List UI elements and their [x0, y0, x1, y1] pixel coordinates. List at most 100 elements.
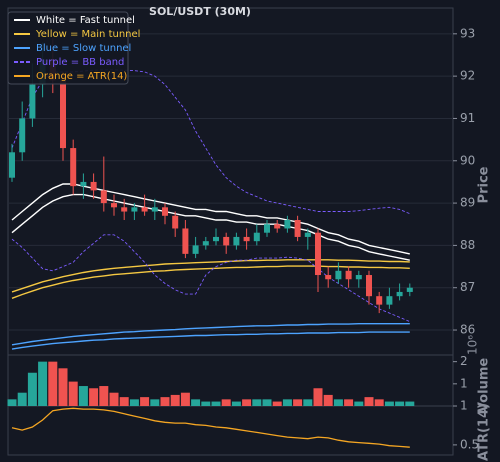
y-axis-label: Price: [477, 166, 492, 203]
candle-body: [406, 287, 413, 292]
candle-body: [151, 207, 158, 212]
y-tick-label: 90: [460, 153, 475, 167]
candle-body: [253, 232, 260, 242]
chart-title: SOL/USDT (30M): [149, 5, 251, 18]
candle-body: [70, 148, 77, 187]
legend-box: [7, 11, 129, 85]
candle-body: [304, 232, 311, 237]
volume-bar: [313, 388, 323, 406]
indicator-line: [11, 331, 410, 350]
volume-bar: [38, 361, 48, 406]
legend: White = Fast tunnel Yellow = Main tunnel B…: [7, 11, 140, 85]
candle-body: [315, 232, 321, 276]
volume-bar: [354, 401, 364, 406]
candle-body: [202, 241, 209, 246]
y-axis-label: ATR(14): [477, 403, 492, 461]
candle-body: [335, 270, 342, 280]
volume-bar: [323, 394, 333, 406]
legend-label: White = Fast tunnel: [36, 15, 135, 26]
volume-bar: [262, 399, 272, 406]
indicator-line: [11, 183, 410, 255]
indicator-line: [11, 265, 410, 299]
candle-body: [325, 275, 332, 280]
volume-bar: [58, 368, 68, 406]
candle-body: [80, 181, 87, 187]
volume-bar: [17, 392, 27, 406]
y-tick-label: 92: [460, 69, 475, 83]
candle-body: [233, 236, 240, 246]
volume-bar: [293, 399, 303, 406]
volume-bar: [364, 397, 374, 406]
volume-bar: [160, 397, 170, 406]
indicator-line: [11, 234, 410, 323]
y-tick-label: 93: [460, 26, 475, 40]
volume-bar: [140, 397, 150, 406]
volume-bar: [27, 372, 37, 406]
candle-body: [366, 275, 372, 297]
volume-bar: [242, 399, 252, 406]
candle-body: [192, 245, 199, 254]
candle-body: [396, 291, 403, 297]
volume-bar: [282, 399, 292, 406]
candle-body: [376, 296, 383, 305]
legend-label: Orange = ATR(14): [36, 71, 127, 82]
candle-body: [223, 236, 230, 246]
volume-bar: [99, 386, 109, 406]
candle-body: [9, 152, 15, 178]
candle-body: [29, 84, 36, 119]
volume-bar: [333, 399, 343, 406]
candle-body: [100, 190, 107, 204]
volume-bar: [221, 399, 231, 406]
volume-bar: [150, 399, 160, 406]
volume-bar: [374, 399, 384, 406]
volume-bar: [344, 399, 354, 406]
volume-bar: [384, 401, 394, 406]
indicator-line: [11, 193, 410, 261]
y-tick-label: 91: [460, 111, 475, 125]
candle-body: [141, 207, 148, 212]
volume-bar: [129, 399, 139, 406]
atr-line: [11, 407, 410, 448]
legend-label: Blue = Slow tunnel: [36, 43, 131, 54]
y-tick-label: 1: [460, 376, 468, 390]
volume-bar: [7, 399, 17, 406]
indicator-line: [11, 323, 410, 346]
candle-body: [274, 224, 281, 229]
legend-label: Purple = BB band: [36, 57, 124, 68]
candle-body: [243, 236, 250, 242]
volume-bar: [252, 399, 262, 406]
candle-body: [90, 181, 97, 191]
candle-body: [294, 220, 301, 237]
candle-body: [121, 207, 128, 212]
candle-body: [19, 118, 26, 153]
volume-bar: [201, 401, 211, 406]
volume-bar: [119, 397, 129, 406]
volume-bar: [68, 381, 78, 406]
candle-body: [182, 228, 189, 254]
candle-body: [131, 207, 138, 212]
volume-bar: [78, 386, 88, 406]
indicator-line: [11, 259, 410, 293]
volume-bar: [405, 401, 415, 406]
volume-bar: [89, 388, 99, 406]
candle-body: [111, 203, 117, 208]
y-tick-label: 1: [460, 399, 468, 413]
volume-bar: [211, 401, 221, 406]
y-tick-label: 87: [460, 280, 475, 294]
volume-bar: [180, 392, 190, 406]
volume-bar: [109, 392, 119, 406]
volume-bar: [395, 401, 405, 406]
offset-label: 10⁶: [466, 335, 480, 355]
y-tick-label: 2: [460, 354, 468, 368]
y-tick-label: 88: [460, 238, 475, 252]
indicator-line: [11, 69, 410, 215]
volume-bar: [191, 399, 201, 406]
y-axis-label: Volume: [477, 358, 492, 413]
y-tick-label: 0.5: [460, 437, 479, 451]
candle-body: [213, 236, 219, 242]
y-tick-label: 89: [460, 196, 475, 210]
candle-body: [162, 207, 168, 216]
volume-bar: [303, 399, 313, 406]
